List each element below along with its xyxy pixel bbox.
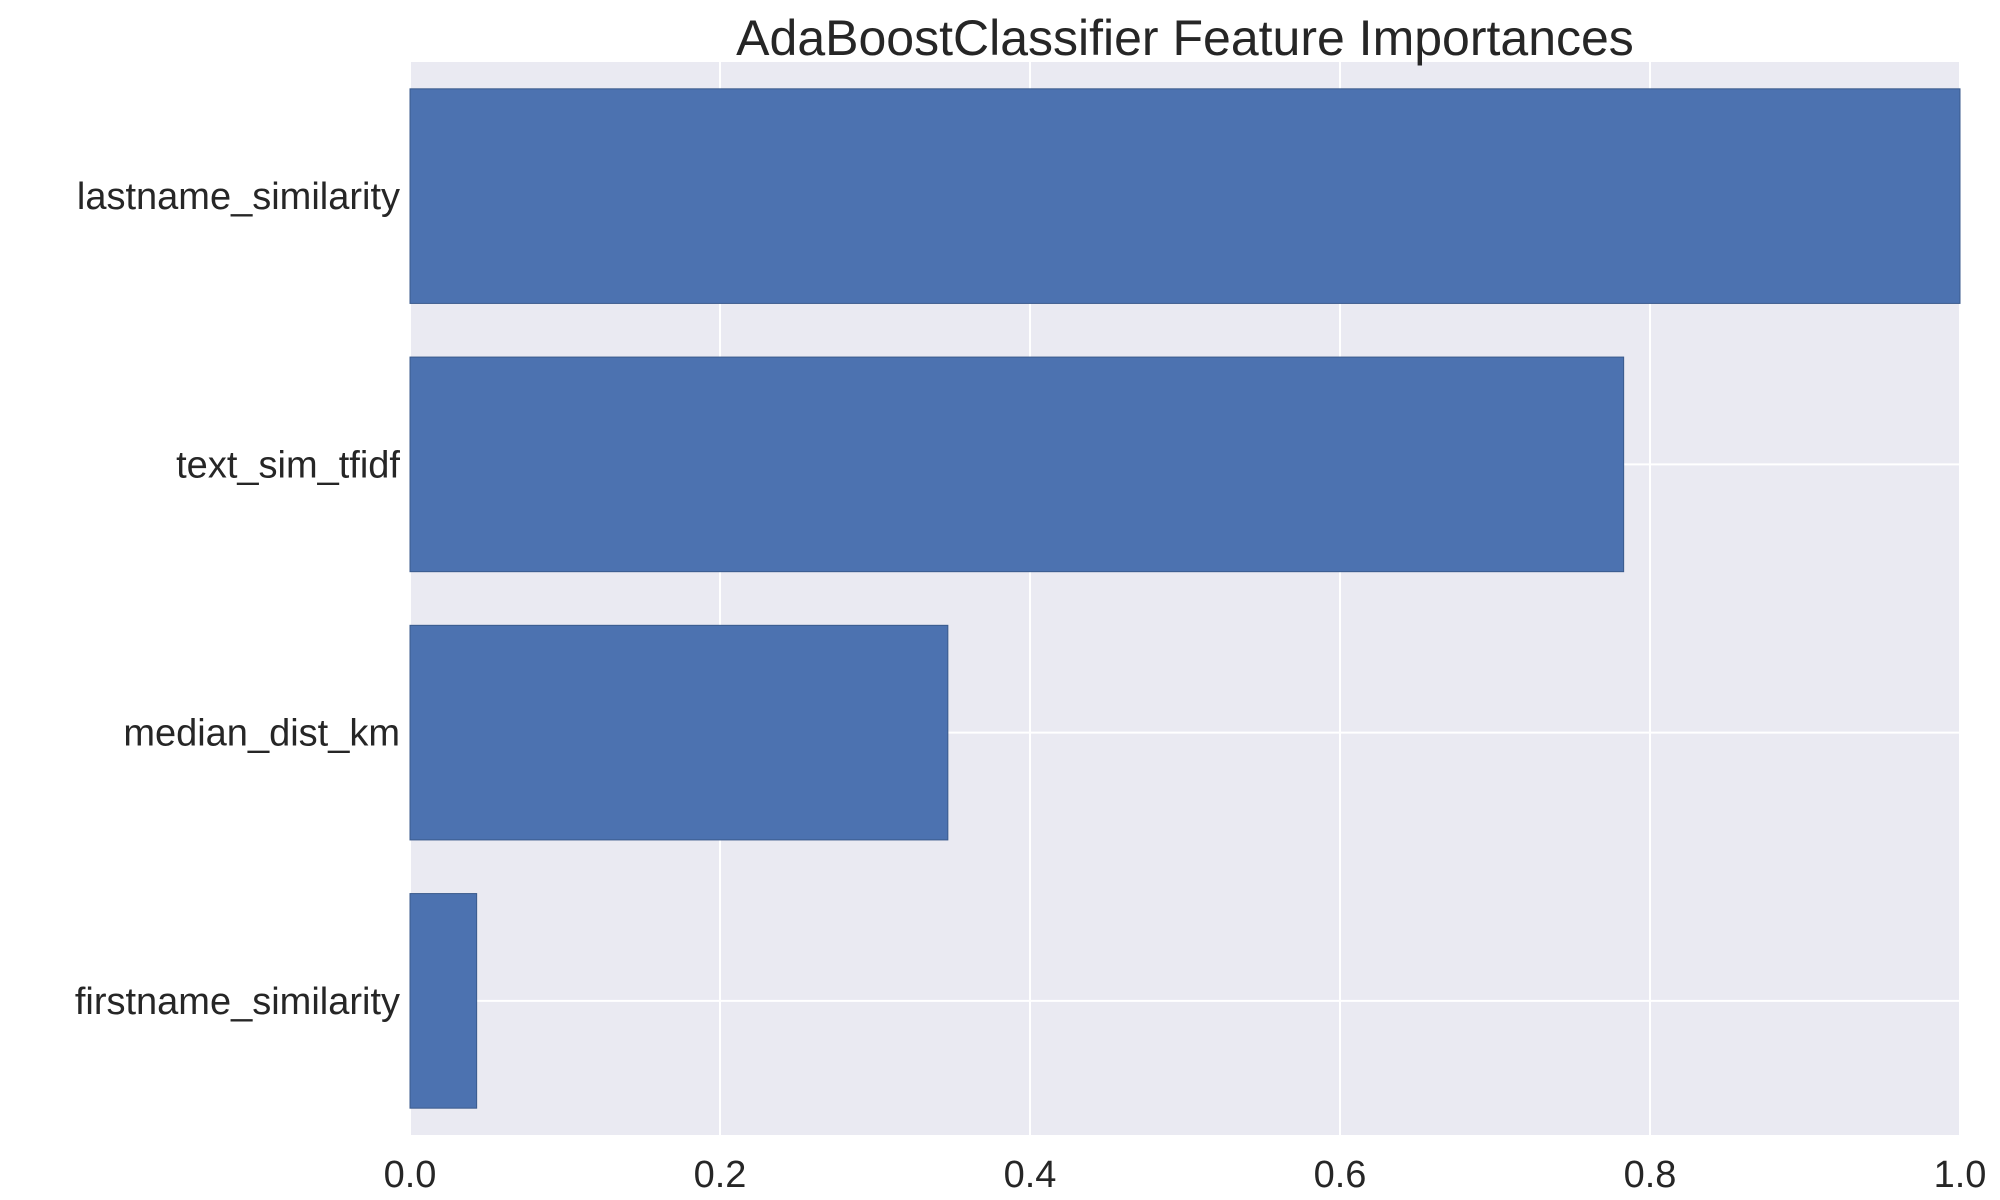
x-tick-labels: 0.0 0.2 0.4 0.6 0.8 1.0 — [384, 1154, 1987, 1196]
x-tick-label: 0.8 — [1624, 1154, 1677, 1196]
bars — [409, 88, 1961, 1109]
bar-text-sim-tfidf — [409, 356, 1625, 573]
y-tick-label: text_sim_tfidf — [176, 444, 400, 486]
y-tick-label: lastname_similarity — [77, 176, 400, 218]
bar-median-dist-km — [409, 624, 949, 841]
chart-title: AdaBoostClassifier Feature Importances — [736, 10, 1634, 66]
y-tick-label: median_dist_km — [123, 713, 400, 755]
bar-lastname-similarity — [409, 88, 1961, 304]
x-tick-label: 0.6 — [1314, 1154, 1367, 1196]
x-tick-label: 1.0 — [1934, 1154, 1987, 1196]
y-tick-labels: lastname_similarity text_sim_tfidf median_… — [75, 176, 401, 1023]
bar-firstname-similarity — [409, 893, 478, 1109]
x-tick-label: 0.4 — [1004, 1154, 1057, 1196]
x-tick-label: 0.0 — [384, 1154, 437, 1196]
y-tick-label: firstname_similarity — [75, 981, 400, 1023]
x-tick-label: 0.2 — [694, 1154, 747, 1196]
